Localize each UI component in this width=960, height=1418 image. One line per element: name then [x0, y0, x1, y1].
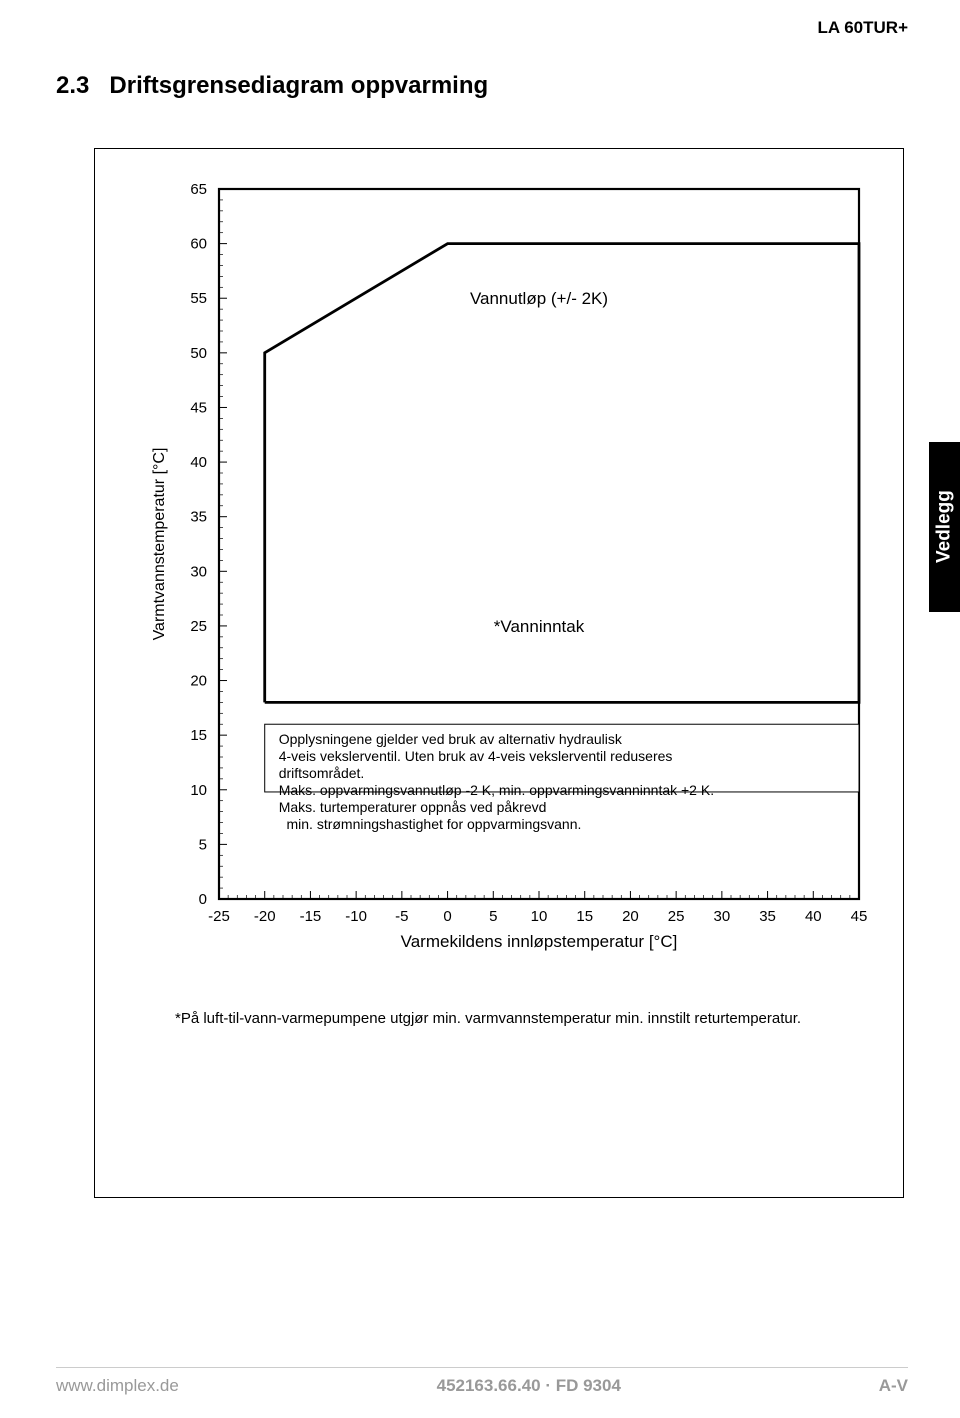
svg-text:50: 50	[190, 345, 207, 362]
side-tab-vedlegg: Vedlegg	[929, 442, 960, 612]
svg-text:5: 5	[489, 908, 497, 925]
section-heading: Driftsgrensediagram oppvarming	[109, 72, 488, 99]
footer-right: A-V	[879, 1376, 908, 1396]
footer-left: www.dimplex.de	[56, 1376, 179, 1396]
svg-text:*Vanninntak: *Vanninntak	[494, 617, 585, 636]
svg-text:-25: -25	[208, 908, 230, 925]
section-title: 2.3 Driftsgrensediagram oppvarming	[56, 72, 488, 100]
svg-text:20: 20	[622, 908, 639, 925]
svg-text:-20: -20	[254, 908, 276, 925]
svg-text:25: 25	[190, 618, 207, 635]
page-footer: www.dimplex.de 452163.66.40 · FD 9304 A-…	[56, 1367, 908, 1396]
footer-center: 452163.66.40 · FD 9304	[437, 1376, 621, 1396]
svg-text:0: 0	[443, 908, 451, 925]
svg-text:5: 5	[199, 836, 207, 853]
svg-text:Maks. turtemperaturer oppnås v: Maks. turtemperaturer oppnås ved påkrevd	[279, 799, 547, 815]
svg-text:60: 60	[190, 236, 207, 253]
chart-footnote: *På luft-til-vann-varmepumpene utgjør mi…	[175, 1010, 801, 1027]
svg-text:-10: -10	[345, 908, 367, 925]
svg-text:45: 45	[190, 399, 207, 416]
svg-text:15: 15	[576, 908, 593, 925]
svg-text:Opplysningene gjelder ved bruk: Opplysningene gjelder ved bruk av altern…	[279, 731, 623, 747]
svg-text:Vannutløp (+/- 2K): Vannutløp (+/- 2K)	[470, 289, 608, 308]
svg-text:min. strømningshastighet for o: min. strømningshastighet for oppvarmings…	[279, 816, 582, 832]
svg-text:-15: -15	[300, 908, 322, 925]
svg-text:-5: -5	[395, 908, 408, 925]
svg-text:40: 40	[190, 454, 207, 471]
svg-text:45: 45	[851, 908, 868, 925]
svg-text:10: 10	[531, 908, 548, 925]
svg-text:55: 55	[190, 290, 207, 307]
svg-text:0: 0	[199, 891, 207, 908]
svg-text:10: 10	[190, 782, 207, 799]
svg-text:35: 35	[190, 509, 207, 526]
header-model: LA 60TUR+	[817, 18, 908, 38]
svg-text:Varmekildens innløpstemperatur: Varmekildens innløpstemperatur [°C]	[401, 932, 678, 951]
section-number: 2.3	[56, 72, 89, 99]
svg-text:4-veis vekslerventil. Uten bru: 4-veis vekslerventil. Uten bruk av 4-vei…	[279, 748, 673, 764]
svg-text:30: 30	[714, 908, 731, 925]
svg-text:20: 20	[190, 673, 207, 690]
svg-text:driftsområdet.: driftsområdet.	[279, 765, 365, 781]
svg-text:Varmtvannstemperatur [°C]: Varmtvannstemperatur [°C]	[151, 448, 168, 641]
svg-text:15: 15	[190, 727, 207, 744]
svg-text:35: 35	[759, 908, 776, 925]
envelope-chart: 05101520253035404550556065-25-20-15-10-5…	[119, 179, 879, 979]
svg-text:Maks. oppvarmingsvannutløp -2: Maks. oppvarmingsvannutløp -2 K, min. op…	[279, 782, 714, 798]
svg-text:25: 25	[668, 908, 685, 925]
svg-text:40: 40	[805, 908, 822, 925]
svg-text:65: 65	[190, 181, 207, 198]
chart-frame: 05101520253035404550556065-25-20-15-10-5…	[94, 148, 904, 1198]
svg-text:30: 30	[190, 563, 207, 580]
